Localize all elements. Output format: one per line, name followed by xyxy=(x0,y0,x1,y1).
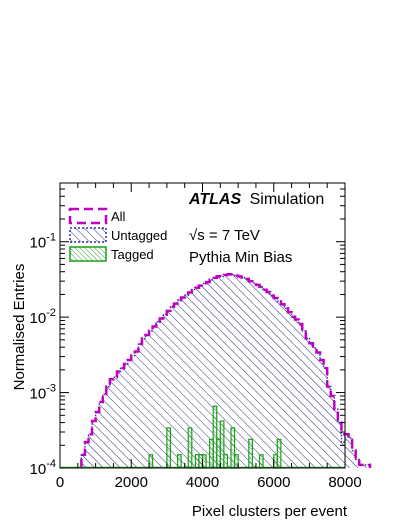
legend-label-untagged: Untagged xyxy=(111,228,167,243)
x-tick-label-0: 0 xyxy=(56,474,64,491)
tagged-bar-14 xyxy=(248,438,253,469)
tagged-bar-1 xyxy=(166,427,172,469)
x-tick-label-2: 4000 xyxy=(186,474,219,491)
y-tick-label-3: 10-4 xyxy=(30,458,56,478)
atlas-label-simulation: Simulation xyxy=(250,191,325,208)
x-axis-title: Pixel clusters per event xyxy=(192,503,348,520)
all-outline xyxy=(80,273,372,468)
x-tick-label-4: 8000 xyxy=(328,474,361,491)
y-axis-title: Normalised Entries xyxy=(11,264,28,391)
tagged-bar-2 xyxy=(176,454,182,469)
x-tick-label-3: 6000 xyxy=(257,474,290,491)
generator-label: Pythia Min Bias xyxy=(189,249,292,266)
y-tick-label-1: 10-2 xyxy=(30,307,56,327)
histogram-fills xyxy=(81,274,370,468)
axes: 0 2000 4000 6000 8000 10-1 10-2 10-3 10-4 xyxy=(30,183,362,491)
legend-swatch-all xyxy=(68,207,108,225)
tagged-bar-3 xyxy=(187,427,193,469)
energy-text: s = 7 TeV xyxy=(197,227,260,244)
tagged-bar-0 xyxy=(148,454,154,469)
tagged-bar-15 xyxy=(258,454,264,469)
atlas-label: ATLAS Simulation xyxy=(188,191,324,208)
legend-swatch-untagged xyxy=(69,227,107,243)
tagged-bar-11 xyxy=(223,454,229,469)
legend-label-tagged: Tagged xyxy=(111,247,154,262)
tagged-bar-13 xyxy=(233,454,239,469)
legend-label-all: All xyxy=(111,209,126,224)
legend: All Untagged Tagged xyxy=(68,207,167,262)
y-tick-label-2: 10-3 xyxy=(30,383,56,403)
untagged-fill xyxy=(81,274,370,468)
x-tick-label-1: 2000 xyxy=(115,474,148,491)
energy-label: √s = 7 TeV xyxy=(189,227,260,244)
atlas-label-bold: ATLAS xyxy=(188,191,241,208)
tagged-bar-6 xyxy=(201,454,207,469)
y-tick-label-0: 10-1 xyxy=(30,232,56,252)
energy-sqrt: √ xyxy=(189,227,198,244)
legend-swatch-tagged xyxy=(69,246,107,262)
tagged-bar-17 xyxy=(276,438,282,469)
